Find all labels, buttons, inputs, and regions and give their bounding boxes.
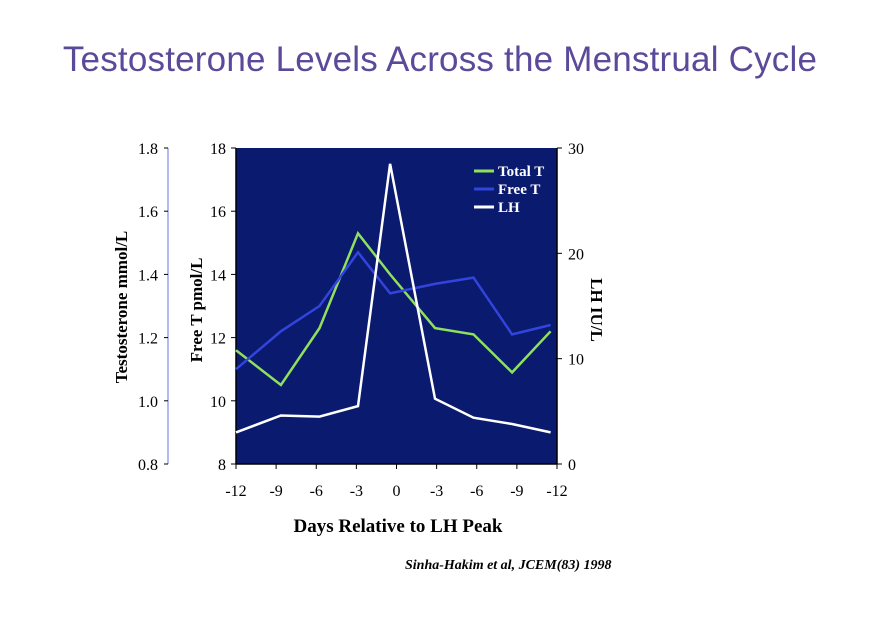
citation: Sinha-Hakim et al, JCEM(83) 1998: [405, 558, 612, 573]
legend-label-free-t: Free T: [498, 182, 540, 198]
left-outer-axis-tick-label: 1.8: [138, 141, 158, 158]
y-axis-label-testosterone: Testosterone mmol/L: [112, 231, 131, 384]
series-line-total-t: [235, 230, 552, 387]
left-outer-axis-tick-label: 0.8: [138, 457, 158, 474]
x-axis-tick-label: -3: [350, 483, 363, 500]
left-inner-axis-tick-label: 12: [210, 331, 226, 348]
series-lines: [235, 163, 552, 434]
x-axis-label: Days Relative to LH Peak: [294, 516, 503, 537]
x-axis-tick-label: -12: [225, 483, 246, 500]
right-axis-tick-label: 0: [568, 457, 576, 474]
left-inner-axis-tick-label: 8: [218, 457, 226, 474]
legend-label-lh: LH: [498, 200, 520, 216]
right-axis: 0 10 20 30: [557, 141, 584, 474]
series-line-free-t: [235, 250, 551, 371]
y-axis-label-lh: LH IU/L: [587, 278, 606, 342]
left-inner-axis: 8 10 12 14 16 18: [210, 141, 236, 474]
right-axis-tick-label: 20: [568, 246, 584, 263]
left-inner-axis-tick-label: 16: [210, 204, 226, 221]
right-axis-tick-label: 10: [568, 352, 584, 369]
left-inner-axis-tick-label: 14: [210, 267, 226, 284]
y-axis-label-free-t: Free T pmol/L: [187, 258, 206, 363]
left-outer-axis: 0.8 1.0 1.2 1.4 1.6 1.8: [138, 141, 168, 474]
x-axis-tick-label: -3: [430, 483, 443, 500]
x-axis-tick-label: -9: [269, 483, 282, 500]
legend: Total T Free T LH: [474, 164, 544, 216]
left-outer-axis-tick-label: 1.6: [138, 204, 158, 221]
left-inner-axis-tick-label: 18: [210, 141, 226, 158]
right-axis-tick-label: 30: [568, 141, 584, 158]
left-inner-axis-tick-label: 10: [210, 394, 226, 411]
left-outer-axis-tick-label: 1.4: [138, 267, 158, 284]
x-axis-tick-label: -12: [546, 483, 567, 500]
x-axis-tick-label: -9: [510, 483, 523, 500]
series-line-lh: [235, 163, 551, 434]
legend-label-total-t: Total T: [498, 164, 544, 180]
x-axis-tick-label: -6: [470, 483, 483, 500]
left-outer-axis-tick-label: 1.0: [138, 394, 158, 411]
left-outer-axis-tick-label: 1.2: [138, 331, 158, 348]
slide-title: Testosterone Levels Across the Menstrual…: [62, 40, 818, 79]
x-axis: -12 -9 -6 -3 0 -3 -6 -9 -12: [225, 464, 568, 500]
x-axis-tick-label: 0: [393, 483, 401, 500]
x-axis-tick-label: -6: [310, 483, 323, 500]
